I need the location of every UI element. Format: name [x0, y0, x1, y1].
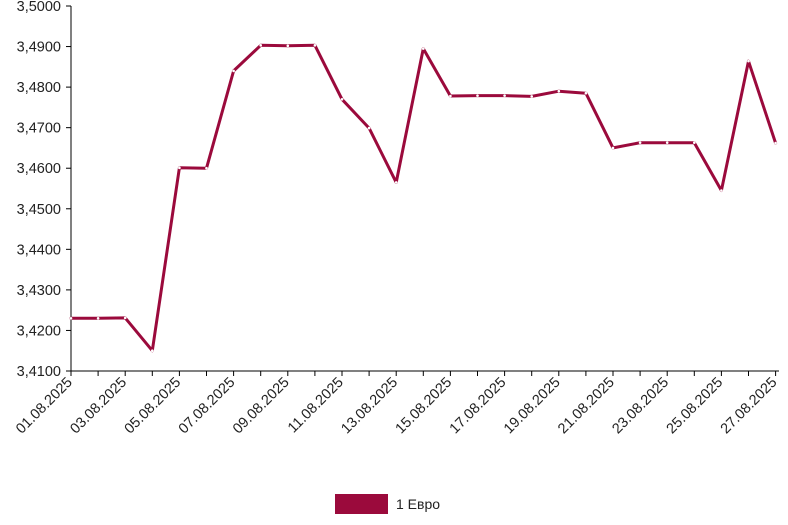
y-tick-label: 3,4700	[17, 121, 61, 137]
data-point	[693, 141, 696, 144]
data-point	[367, 126, 371, 130]
x-tick-label: 13.08.2025	[338, 375, 401, 438]
data-point	[313, 44, 317, 47]
data-point	[96, 316, 100, 320]
data-point	[747, 59, 750, 63]
data-point	[584, 91, 588, 95]
data-point	[151, 349, 154, 353]
data-point	[530, 95, 533, 98]
x-tick-label: 27.08.2025	[718, 375, 781, 438]
data-point	[232, 69, 235, 73]
data-point	[394, 181, 398, 184]
data-point	[503, 94, 506, 97]
x-tick-label: 15.08.2025	[393, 375, 456, 438]
data-point	[557, 89, 561, 93]
data-point	[205, 166, 208, 170]
x-tick-label: 25.08.2025	[664, 375, 727, 438]
x-tick-label: 09.08.2025	[230, 375, 293, 438]
x-tick-label: 11.08.2025	[285, 375, 347, 437]
data-point	[259, 44, 263, 47]
y-tick-label: 3,4600	[17, 161, 61, 177]
legend[interactable]: 1 Евро	[335, 494, 440, 514]
data-point	[178, 166, 181, 170]
legend-swatch	[335, 494, 388, 514]
data-point	[611, 146, 615, 150]
y-axis: 3,4100 3,4200 3,4300 3,4400 3,4500 3,4600 3,47…	[17, 0, 72, 380]
x-tick-label: 07.08.2025	[176, 375, 239, 438]
y-tick-label: 3,4200	[17, 323, 61, 339]
y-tick-label: 3,4300	[17, 283, 61, 299]
data-point	[665, 141, 669, 144]
data-point	[286, 44, 290, 48]
data-point	[638, 141, 642, 144]
x-tick-label: 01.08.2025	[13, 375, 76, 438]
data-point	[449, 94, 452, 98]
x-tick-label: 05.08.2025	[122, 375, 185, 438]
data-point	[123, 316, 127, 320]
data-point	[422, 47, 425, 50]
series-group	[69, 43, 778, 353]
legend-label: 1 Евро	[396, 496, 440, 512]
x-tick-label: 21.08.2025	[555, 375, 618, 438]
data-point	[720, 189, 723, 192]
x-tick-label: 03.08.2025	[67, 375, 130, 438]
y-tick-label: 3,4400	[17, 242, 61, 258]
data-point	[476, 94, 479, 97]
series-line	[69, 43, 778, 353]
y-tick-label: 3,4900	[17, 40, 61, 56]
data-point	[69, 316, 73, 320]
x-axis: 01.08.202503.08.202505.08.202507.08.2025…	[13, 370, 781, 438]
x-tick-label: 23.08.2025	[609, 375, 672, 438]
y-tick-label: 3,5000	[17, 0, 61, 15]
y-tick-label: 3,4800	[17, 80, 61, 96]
x-tick-label: 17.08.2025	[447, 375, 510, 438]
y-tick-label: 3,4500	[17, 202, 61, 218]
y-tick-label: 3,4100	[17, 364, 61, 380]
data-point	[774, 141, 777, 145]
x-tick-label: 19.08.2025	[501, 375, 564, 438]
data-point	[340, 97, 344, 101]
